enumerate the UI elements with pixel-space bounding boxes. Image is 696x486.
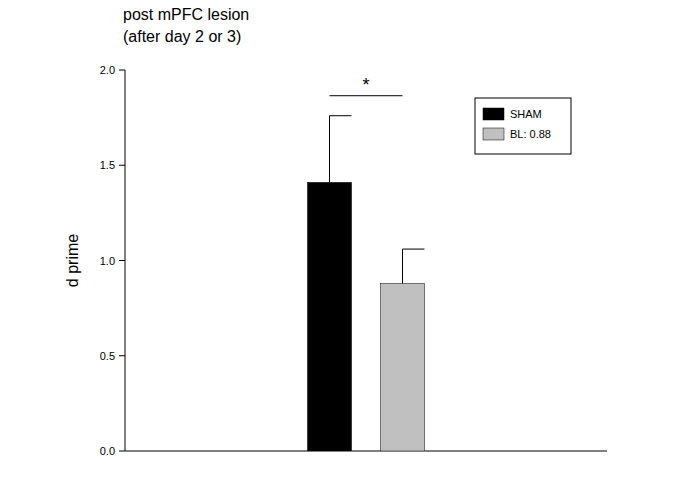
bars	[308, 116, 425, 451]
bar	[381, 283, 425, 451]
error-bar	[403, 249, 425, 283]
title: post mPFC lesion (after day 2 or 3)	[123, 6, 249, 45]
y-tick	[119, 260, 125, 261]
y-tick	[119, 451, 125, 452]
chart-container: post mPFC lesion (after day 2 or 3) d prim…	[0, 0, 696, 486]
y-tick	[119, 165, 125, 166]
error-stem	[329, 116, 330, 183]
bar	[308, 182, 352, 451]
error-bar	[330, 116, 352, 183]
error-cap	[403, 249, 425, 250]
title-line: (after day 2 or 3)	[123, 28, 241, 45]
significance-line	[330, 95, 403, 96]
legend-box	[475, 98, 571, 154]
x-axis-line	[125, 451, 607, 452]
y-tick	[119, 70, 125, 71]
y-tick-label: 1.0	[100, 255, 115, 267]
y-tick	[119, 355, 125, 356]
y-axis-label: d prime	[64, 234, 81, 287]
y-tick-label: 0.5	[100, 350, 115, 362]
y-tick-label: 2.0	[100, 64, 115, 76]
title-line: post mPFC lesion	[123, 6, 249, 23]
legend-swatch	[483, 108, 504, 120]
legend: SHAM BL: 0.88	[475, 98, 571, 154]
legend-label: BL: 0.88	[510, 128, 551, 140]
error-stem	[402, 249, 403, 283]
y-tick-label: 0.0	[100, 445, 115, 457]
chart: post mPFC lesion (after day 2 or 3) d prim…	[0, 0, 696, 486]
y-tick-label: 1.5	[100, 159, 115, 171]
error-cap	[330, 115, 352, 116]
legend-swatch	[483, 128, 504, 140]
significance-star: *	[362, 75, 369, 95]
legend-label: SHAM	[510, 108, 542, 120]
